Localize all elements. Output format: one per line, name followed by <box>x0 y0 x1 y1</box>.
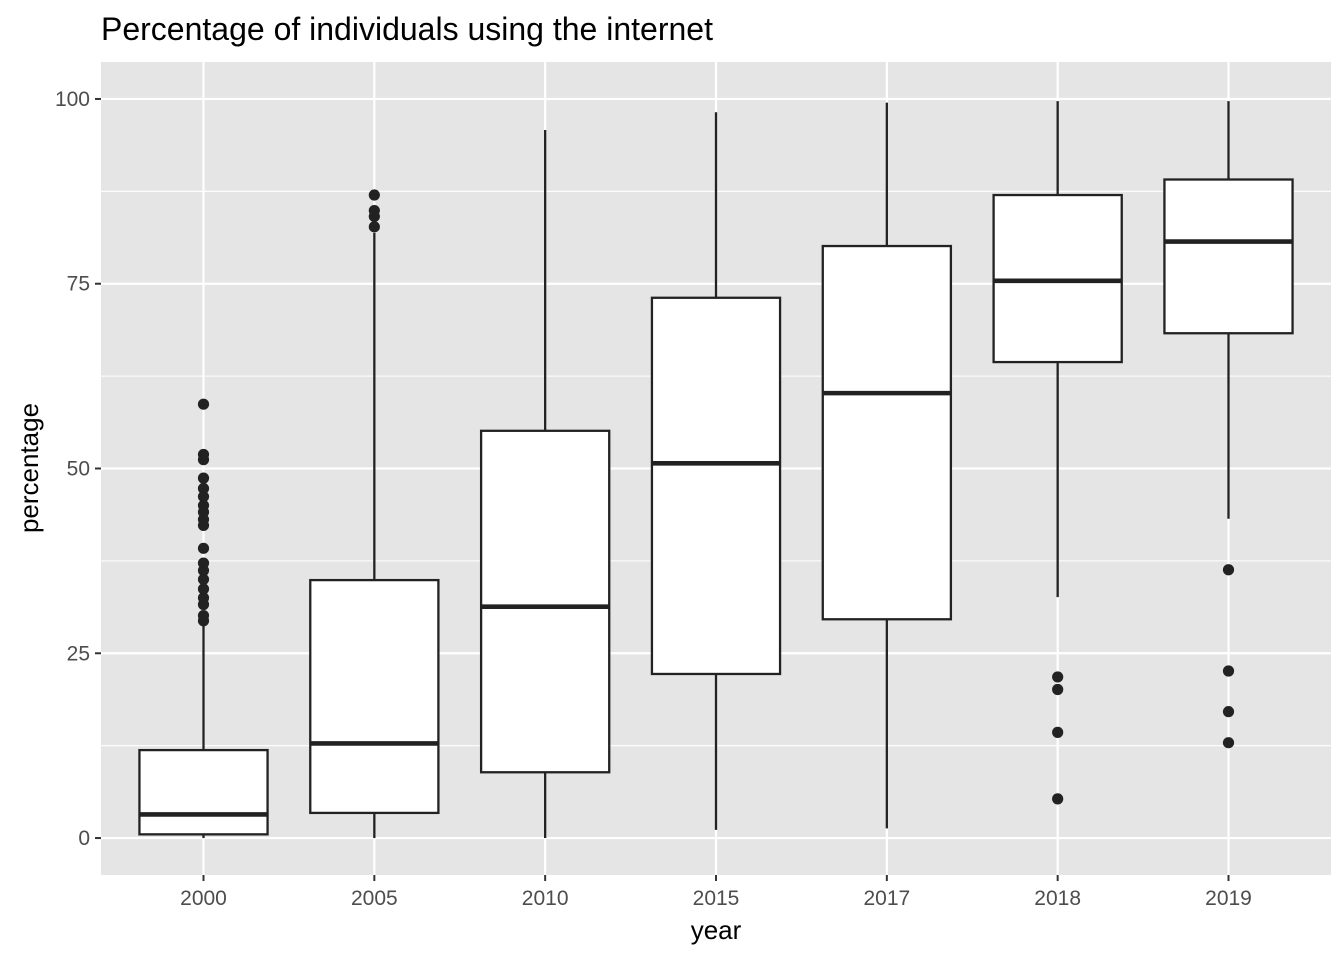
x-tick-label: 2010 <box>522 887 569 910</box>
x-tick-label: 2017 <box>863 887 910 910</box>
box-2017 <box>821 102 953 829</box>
box-2015 <box>650 112 782 830</box>
x-tick-label: 2018 <box>1034 887 1081 910</box>
box-body <box>138 748 269 836</box>
box-2019 <box>1163 101 1294 749</box>
outlier-point <box>368 189 380 201</box>
outlier-point <box>197 583 210 595</box>
outlier-point <box>197 448 210 461</box>
x-tick-label: 2000 <box>180 887 227 910</box>
x-axis-title: year <box>691 915 742 945</box>
outlier-point <box>197 398 210 410</box>
outlier-point <box>368 221 380 233</box>
box-2010 <box>479 129 611 839</box>
outlier-point <box>197 499 210 512</box>
outlier-point <box>197 490 210 503</box>
y-axis-ticks: 0 25 50 75 100 <box>55 88 101 850</box>
y-axis-title: percentage <box>14 403 44 533</box>
box-body <box>1163 178 1294 335</box>
outlier-point <box>1052 793 1064 805</box>
x-axis-ticks: 2000 2005 2010 2015 2017 2018 2019 <box>180 875 1252 910</box>
outlier-point <box>197 592 210 604</box>
outlier-point <box>1222 737 1235 749</box>
x-tick-label: 2019 <box>1205 887 1252 910</box>
outlier-point <box>1222 564 1235 576</box>
x-tick-label: 2015 <box>693 887 740 910</box>
outlier-point <box>197 472 210 484</box>
box-body <box>479 429 611 774</box>
box-2000 <box>138 398 269 839</box>
outlier-point <box>197 557 210 569</box>
outlier-point <box>197 609 210 622</box>
outlier-point <box>197 573 210 585</box>
box-body <box>821 244 953 621</box>
box-body <box>309 578 440 815</box>
y-tick-label: 100 <box>55 88 90 111</box>
outlier-point <box>1052 671 1064 683</box>
outlier-point <box>1222 706 1235 718</box>
chart-title: Percentage of individuals using the inte… <box>101 11 713 47</box>
box-series <box>138 101 1294 839</box>
x-tick-label: 2005 <box>351 887 398 910</box>
box-2005 <box>309 189 440 839</box>
y-tick-label: 50 <box>67 458 90 481</box>
outlier-point <box>197 542 210 554</box>
y-tick-label: 75 <box>67 273 90 296</box>
box-body <box>650 296 782 676</box>
outlier-point <box>197 482 210 495</box>
y-tick-label: 0 <box>78 827 90 850</box>
outlier-point <box>1052 683 1064 696</box>
box-2018 <box>992 101 1123 805</box>
outlier-point <box>368 204 380 217</box>
outlier-point <box>1052 726 1064 738</box>
y-tick-label: 25 <box>67 642 90 665</box>
outlier-point <box>1222 665 1235 677</box>
